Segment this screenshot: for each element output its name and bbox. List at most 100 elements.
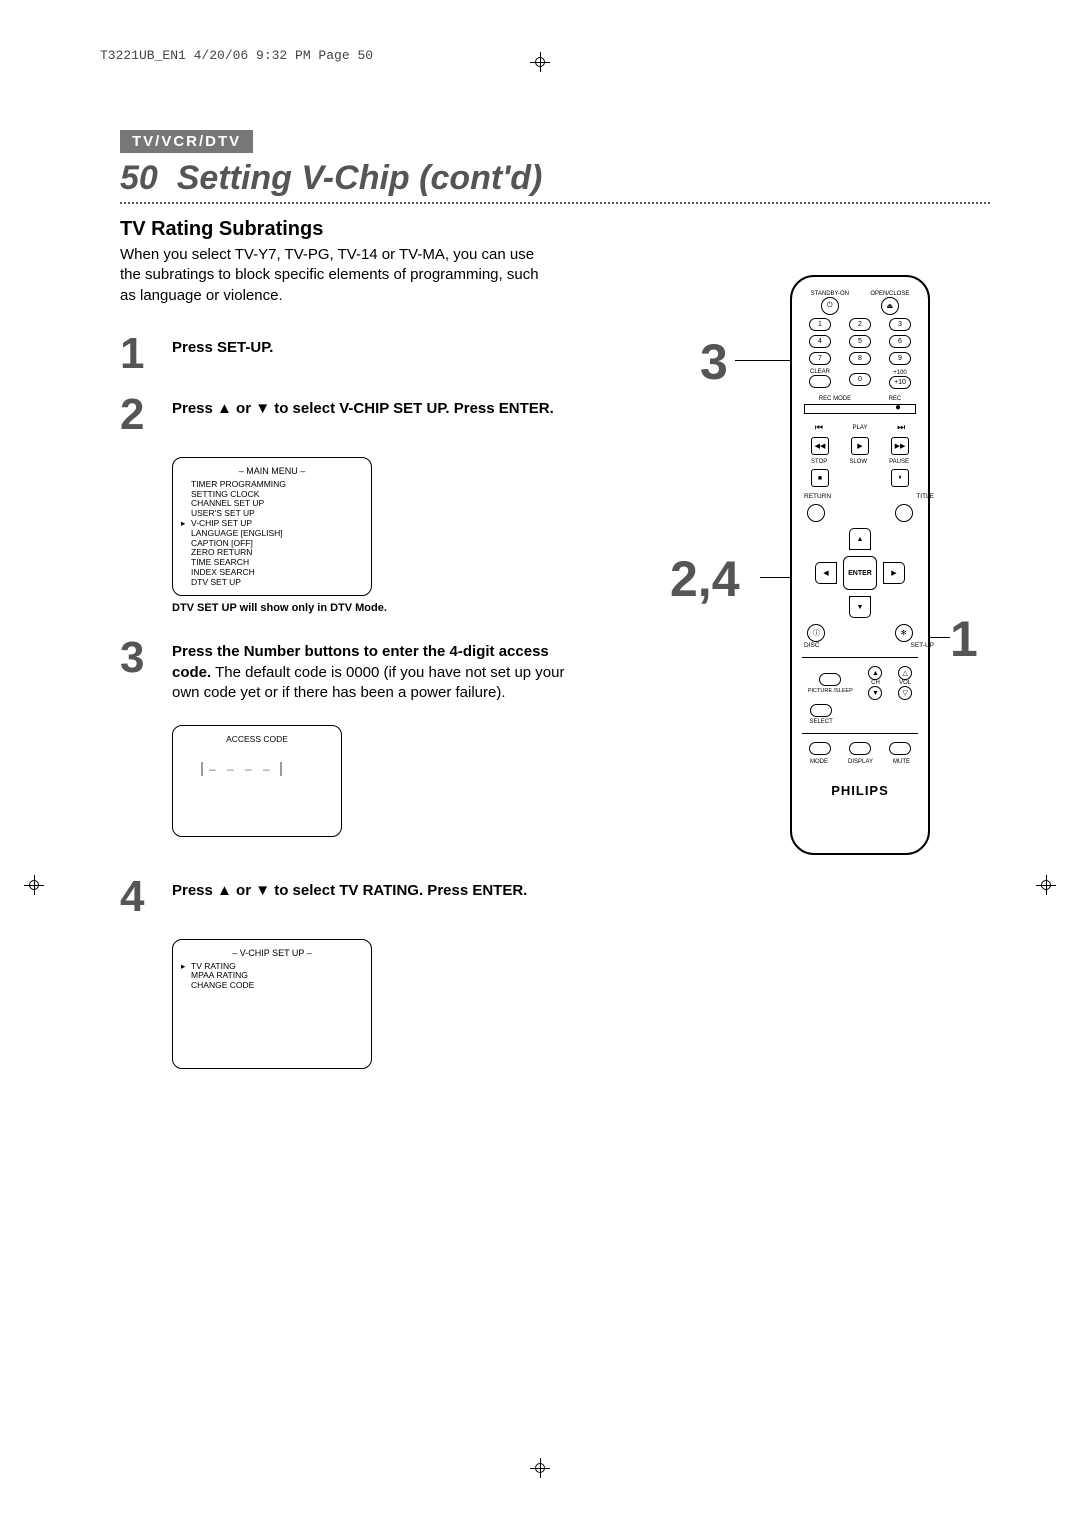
num-6[interactable]: 6 xyxy=(889,335,911,348)
step-body: Press ▲ or ▼ to select V-CHIP SET UP. Pr… xyxy=(172,395,570,435)
ch-vol-row: PICTURE /SLEEP ▲ CH ▼ △ VOL ▽ xyxy=(800,666,920,700)
return-title-row: RETURN TITLE xyxy=(804,493,934,500)
select-button[interactable] xyxy=(810,704,832,717)
num-8[interactable]: 8 xyxy=(849,352,871,365)
ch-up-button[interactable]: ▲ xyxy=(868,666,882,680)
select-row: SELECT xyxy=(800,704,920,725)
brand-label: PHILIPS xyxy=(800,783,920,798)
display-label: DISPLAY xyxy=(848,759,873,765)
callout-24: 2,4 xyxy=(670,550,740,608)
play-label: PLAY xyxy=(853,425,868,431)
mute-button[interactable] xyxy=(889,742,911,755)
return-button[interactable] xyxy=(807,504,825,522)
num-4[interactable]: 4 xyxy=(809,335,831,348)
num-0[interactable]: 0 xyxy=(849,373,871,386)
osd-list: TV RATINGMPAA RATINGCHANGE CODE xyxy=(183,962,361,991)
intro-text: When you select TV-Y7, TV-PG, TV-14 or T… xyxy=(120,245,550,306)
remote-outline: STANDBY-ON ⏻ OPEN/CLOSE ⏏ 123456789 CLEA… xyxy=(790,275,930,855)
page-number: 50 xyxy=(120,159,158,197)
callout-1: 1 xyxy=(950,610,978,668)
callout-3: 3 xyxy=(700,333,728,391)
page-title-text: Setting V-Chip (cont'd) xyxy=(177,159,543,197)
enter-button[interactable]: ENTER xyxy=(843,556,877,590)
osd-list: TIMER PROGRAMMINGSETTING CLOCKCHANNEL SE… xyxy=(183,480,361,587)
osd-vchip-setup: – V-CHIP SET UP – TV RATINGMPAA RATINGCH… xyxy=(172,939,372,1069)
up-button[interactable]: ▲ xyxy=(849,528,871,550)
eject-button[interactable]: ⏏ xyxy=(881,297,899,315)
num-1[interactable]: 1 xyxy=(809,318,831,331)
play-button[interactable]: ▶ xyxy=(851,437,869,455)
osd-main-menu: – MAIN MENU – TIMER PROGRAMMINGSETTING C… xyxy=(172,457,372,596)
reg-mark-right xyxy=(1036,875,1056,895)
bottom-label-row: MODE DISPLAY MUTE xyxy=(800,759,920,765)
step-num: 4 xyxy=(120,877,164,917)
right-button[interactable]: ▶ xyxy=(883,562,905,584)
num-5[interactable]: 5 xyxy=(849,335,871,348)
page: T3221UB_EN1 4/20/06 9:32 PM Page 50 TV/V… xyxy=(0,0,1080,1528)
disc-menu-button[interactable]: ⓘ xyxy=(807,624,825,642)
mute-label: MUTE xyxy=(893,759,910,765)
slow-label: SLOW xyxy=(849,459,867,465)
step-4: 4 Press ▲ or ▼ to select TV RATING. Pres… xyxy=(120,877,570,917)
setup-label: SET-UP xyxy=(911,642,934,649)
title-button[interactable] xyxy=(895,504,913,522)
rew-button[interactable]: ◀◀ xyxy=(811,437,829,455)
page-title: 50 Setting V-Chip (cont'd) xyxy=(120,159,990,198)
down-button[interactable]: ▼ xyxy=(849,596,871,618)
left-button[interactable]: ◀ xyxy=(815,562,837,584)
title-label: TITLE xyxy=(916,493,934,500)
d-pad: ▲ ▼ ◀ ▶ ENTER xyxy=(815,528,905,618)
disc-setup-buttons: ⓘ ✻ xyxy=(800,624,920,642)
num-9[interactable]: 9 xyxy=(889,352,911,365)
transport-row-2: ■ ⏸ xyxy=(800,469,920,487)
num-2[interactable]: 2 xyxy=(849,318,871,331)
access-code-blanks: – – – – xyxy=(201,762,282,776)
steps-column: 1 Press SET-UP. 2 Press ▲ or ▼ to select… xyxy=(120,334,570,1069)
next-icon: ⏭ xyxy=(897,422,905,433)
plus10-button[interactable]: +10 xyxy=(889,376,911,389)
display-button[interactable] xyxy=(849,742,871,755)
step-num: 1 xyxy=(120,334,164,374)
ch-down-button[interactable]: ▼ xyxy=(868,686,882,700)
clear-button[interactable] xyxy=(809,375,831,388)
setup-button[interactable]: ✻ xyxy=(895,624,913,642)
osd-item: DTV SET UP xyxy=(191,578,361,588)
osd-title: – V-CHIP SET UP – xyxy=(183,948,361,958)
osd-title: ACCESS CODE xyxy=(181,734,333,744)
mode-label: MODE xyxy=(810,759,828,765)
page-header-tag: T3221UB_EN1 4/20/06 9:32 PM Page 50 xyxy=(100,48,373,63)
num-3[interactable]: 3 xyxy=(889,318,911,331)
disc-setup-row: DISC SET-UP xyxy=(804,642,934,649)
remote-top-row: STANDBY-ON ⏻ OPEN/CLOSE ⏏ xyxy=(800,291,920,315)
divider xyxy=(802,733,918,734)
power-button[interactable]: ⏻ xyxy=(821,297,839,315)
mode-button[interactable] xyxy=(809,742,831,755)
step-num: 2 xyxy=(120,395,164,435)
ff-button[interactable]: ▶▶ xyxy=(891,437,909,455)
vol-up-button[interactable]: △ xyxy=(898,666,912,680)
pause-label: PAUSE xyxy=(889,459,909,465)
reg-mark-bottom xyxy=(530,1458,550,1478)
transport-top-labels: ⏮ PLAY ⏭ xyxy=(800,422,920,433)
number-pad: 1 2 3 4 5 6 7 8 9 xyxy=(800,318,920,365)
section-tag: TV/VCR/DTV xyxy=(120,130,253,153)
subtitle: TV Rating Subratings xyxy=(120,218,990,241)
pause-button[interactable]: ⏸ xyxy=(891,469,909,487)
picture-sleep-button[interactable] xyxy=(819,673,841,686)
disc-label: DISC xyxy=(804,642,820,649)
vol-down-button[interactable]: ▽ xyxy=(898,686,912,700)
divider xyxy=(802,657,918,658)
stop-button[interactable]: ■ xyxy=(811,469,829,487)
step-1: 1 Press SET-UP. xyxy=(120,334,570,374)
picture-label: PICTURE /SLEEP xyxy=(808,688,853,694)
step-body: Press SET-UP. xyxy=(172,334,570,374)
return-label: RETURN xyxy=(804,493,831,500)
rec-row-labels: REC MODE REC xyxy=(800,396,920,402)
step-body: Press the Number buttons to enter the 4-… xyxy=(172,638,570,703)
rec-bar[interactable] xyxy=(804,404,916,414)
reg-mark-left xyxy=(24,875,44,895)
rec-mode-label: REC MODE xyxy=(819,396,851,402)
num-7[interactable]: 7 xyxy=(809,352,831,365)
dotted-separator xyxy=(120,202,990,204)
step-num: 3 xyxy=(120,638,164,703)
